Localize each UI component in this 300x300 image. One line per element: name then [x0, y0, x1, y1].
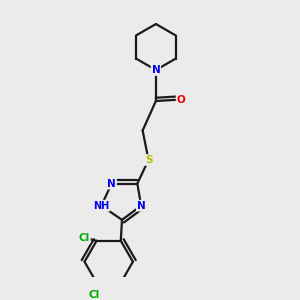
- Text: O: O: [177, 94, 185, 104]
- Text: N: N: [137, 201, 146, 211]
- Text: N: N: [152, 65, 160, 75]
- Text: NH: NH: [93, 201, 110, 211]
- Text: S: S: [145, 155, 152, 165]
- Text: N: N: [107, 178, 116, 189]
- Text: Cl: Cl: [79, 233, 90, 243]
- Text: Cl: Cl: [88, 290, 99, 300]
